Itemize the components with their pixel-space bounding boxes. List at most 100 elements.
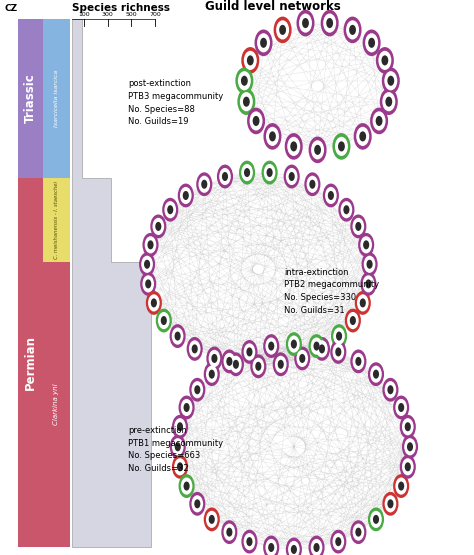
Ellipse shape — [404, 438, 416, 455]
Ellipse shape — [376, 116, 383, 126]
Ellipse shape — [179, 474, 195, 498]
Ellipse shape — [263, 334, 279, 358]
Ellipse shape — [333, 533, 344, 550]
Ellipse shape — [241, 47, 259, 74]
Ellipse shape — [250, 354, 266, 379]
Ellipse shape — [189, 492, 205, 516]
Ellipse shape — [147, 240, 154, 249]
Ellipse shape — [247, 56, 254, 65]
Text: 500: 500 — [126, 12, 137, 17]
Ellipse shape — [363, 275, 374, 292]
Ellipse shape — [384, 495, 396, 512]
Ellipse shape — [145, 279, 151, 289]
Ellipse shape — [199, 176, 210, 193]
Ellipse shape — [350, 214, 366, 238]
Ellipse shape — [325, 187, 337, 204]
Ellipse shape — [407, 442, 413, 451]
Ellipse shape — [196, 172, 212, 196]
Ellipse shape — [139, 253, 155, 276]
Ellipse shape — [365, 33, 378, 52]
Ellipse shape — [143, 233, 159, 257]
Ellipse shape — [313, 543, 319, 552]
Ellipse shape — [226, 528, 232, 537]
Ellipse shape — [148, 294, 160, 311]
Ellipse shape — [353, 523, 364, 541]
Ellipse shape — [142, 275, 154, 292]
Ellipse shape — [290, 142, 297, 152]
Ellipse shape — [326, 18, 333, 28]
Ellipse shape — [299, 13, 312, 33]
Ellipse shape — [311, 140, 324, 159]
Ellipse shape — [319, 344, 325, 354]
Ellipse shape — [222, 172, 228, 181]
Ellipse shape — [345, 309, 361, 332]
Ellipse shape — [204, 507, 220, 531]
Ellipse shape — [383, 378, 399, 402]
Ellipse shape — [341, 201, 352, 218]
Ellipse shape — [150, 214, 166, 238]
Ellipse shape — [151, 299, 157, 307]
Ellipse shape — [383, 492, 399, 516]
Ellipse shape — [387, 500, 393, 508]
Ellipse shape — [170, 435, 186, 458]
Bar — [43, 178, 70, 262]
Ellipse shape — [288, 336, 300, 352]
Ellipse shape — [383, 92, 395, 112]
Ellipse shape — [370, 108, 388, 134]
Ellipse shape — [384, 381, 396, 398]
Ellipse shape — [170, 324, 186, 348]
Ellipse shape — [289, 172, 295, 181]
Ellipse shape — [387, 75, 394, 86]
Ellipse shape — [257, 33, 270, 52]
Ellipse shape — [246, 537, 253, 546]
Ellipse shape — [262, 160, 278, 184]
Ellipse shape — [279, 25, 286, 35]
Ellipse shape — [402, 458, 414, 476]
Ellipse shape — [365, 279, 372, 289]
Text: intra-extinction
PTB2 megacommunity
No. Species=330
No. Guilds=31: intra-extinction PTB2 megacommunity No. … — [284, 268, 380, 315]
Ellipse shape — [209, 370, 215, 379]
Ellipse shape — [287, 137, 300, 156]
Ellipse shape — [382, 56, 388, 65]
Ellipse shape — [296, 10, 314, 37]
Ellipse shape — [206, 366, 218, 383]
Ellipse shape — [405, 462, 411, 471]
Ellipse shape — [172, 415, 188, 438]
Ellipse shape — [191, 344, 198, 354]
Text: post-extinction
PTB3 megacommunity
No. Species=88
No. Guilds=19: post-extinction PTB3 megacommunity No. S… — [128, 79, 223, 127]
Ellipse shape — [335, 537, 341, 546]
Ellipse shape — [268, 341, 274, 351]
Bar — [43, 262, 70, 547]
Ellipse shape — [239, 160, 255, 184]
Ellipse shape — [350, 520, 366, 544]
Bar — [18, 19, 43, 178]
Ellipse shape — [206, 511, 218, 528]
Text: pre-extinction
PTB1 megacommunity
No. Species=663
No. Guilds=32: pre-extinction PTB1 megacommunity No. Sp… — [128, 426, 223, 473]
Ellipse shape — [373, 370, 379, 379]
Ellipse shape — [321, 10, 339, 37]
Ellipse shape — [336, 331, 342, 341]
Ellipse shape — [244, 533, 255, 550]
Ellipse shape — [172, 327, 183, 345]
Ellipse shape — [278, 360, 284, 369]
Ellipse shape — [356, 127, 369, 146]
Ellipse shape — [362, 253, 378, 276]
Ellipse shape — [276, 21, 289, 39]
Ellipse shape — [140, 272, 156, 296]
Ellipse shape — [238, 71, 251, 90]
Ellipse shape — [181, 477, 192, 495]
Ellipse shape — [172, 455, 188, 479]
Ellipse shape — [286, 168, 298, 185]
Ellipse shape — [283, 165, 300, 189]
Ellipse shape — [368, 362, 384, 386]
Ellipse shape — [338, 198, 355, 221]
Ellipse shape — [316, 340, 328, 357]
Ellipse shape — [360, 236, 372, 254]
Ellipse shape — [273, 17, 292, 43]
Text: Permian: Permian — [24, 335, 37, 390]
Ellipse shape — [347, 312, 359, 329]
Ellipse shape — [285, 133, 303, 160]
Ellipse shape — [331, 324, 347, 348]
Ellipse shape — [346, 21, 359, 39]
Ellipse shape — [177, 422, 183, 431]
